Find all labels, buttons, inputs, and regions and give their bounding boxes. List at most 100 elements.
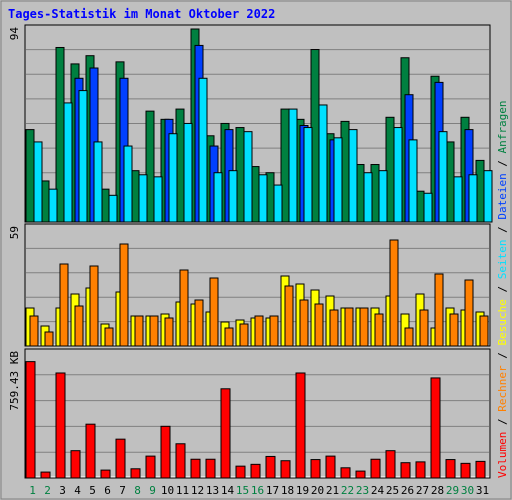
day-label-25: 25 — [386, 484, 399, 497]
day-label-18: 18 — [281, 484, 294, 497]
panel-requests-files-pages — [24, 24, 493, 223]
bar-seiten-day-19 — [303, 127, 313, 223]
bar-rechner-day-21 — [329, 309, 339, 347]
legend-segment: Anfragen — [496, 100, 509, 153]
legend-segment: Volumen — [496, 432, 509, 478]
day-label-14: 14 — [221, 484, 235, 497]
bar-rechner-day-16 — [254, 315, 264, 347]
scale-label-middle: 59 — [8, 226, 21, 239]
bar-seiten-day-30 — [468, 174, 478, 223]
bar-seiten-day-13 — [213, 172, 223, 223]
bar-seiten-day-7 — [123, 145, 133, 223]
bar-seiten-day-12 — [198, 77, 208, 223]
day-label-6: 6 — [104, 484, 111, 497]
day-label-26: 26 — [401, 484, 414, 497]
day-label-11: 11 — [176, 484, 189, 497]
bar-rechner-day-30 — [464, 279, 474, 347]
bar-volumen-day-14 — [220, 388, 231, 479]
bar-seiten-day-26 — [408, 139, 418, 223]
day-label-24: 24 — [371, 484, 385, 497]
bar-volumen-day-9 — [145, 455, 156, 479]
bar-seiten-day-10 — [168, 133, 178, 223]
scale-label-top: 94 — [8, 27, 21, 41]
day-label-28: 28 — [431, 484, 444, 497]
day-label-27: 27 — [416, 484, 429, 497]
panel-visits-hosts — [24, 223, 491, 347]
legend-segment: Besuche — [496, 299, 509, 345]
day-label-31: 31 — [476, 484, 489, 497]
bar-rechner-day-4 — [74, 305, 84, 347]
right-axis-legend: Volumen / Rechner / Besuche / Seiten / D… — [496, 100, 509, 478]
bar-rechner-day-22 — [344, 307, 354, 347]
bar-volumen-day-28 — [430, 377, 441, 479]
bar-volumen-day-20 — [310, 459, 321, 479]
bar-volumen-day-29 — [445, 459, 456, 479]
bar-seiten-day-27 — [423, 192, 433, 223]
chart-title: Tages-Statistik im Monat Oktober 2022 — [8, 7, 275, 21]
bar-rechner-day-24 — [374, 313, 384, 347]
bar-rechner-day-27 — [419, 309, 429, 347]
legend-segment: / — [496, 346, 509, 366]
bar-rechner-day-6 — [104, 327, 114, 347]
bar-rechner-day-20 — [314, 303, 324, 347]
day-label-5: 5 — [89, 484, 96, 497]
bar-rechner-day-8 — [134, 315, 144, 347]
bar-rechner-day-29 — [449, 313, 459, 347]
bar-volumen-day-10 — [160, 425, 171, 479]
day-label-17: 17 — [266, 484, 279, 497]
bar-seiten-day-8 — [138, 174, 148, 223]
bar-volumen-day-1 — [25, 361, 36, 479]
bar-volumen-day-13 — [205, 458, 216, 479]
bar-volumen-day-12 — [190, 458, 201, 479]
bar-volumen-day-4 — [70, 450, 81, 479]
scale-label-bottom: 759.43 KB — [8, 351, 21, 411]
day-label-9: 9 — [149, 484, 156, 497]
bar-rechner-day-25 — [389, 239, 399, 347]
day-label-16: 16 — [251, 484, 264, 497]
day-label-19: 19 — [296, 484, 309, 497]
bar-volumen-day-17 — [265, 455, 276, 479]
bar-rechner-day-18 — [284, 285, 294, 347]
day-label-2: 2 — [44, 484, 51, 497]
bar-rechner-day-14 — [224, 327, 234, 347]
bar-volumen-day-21 — [325, 455, 336, 479]
day-label-15: 15 — [236, 484, 249, 497]
bar-volumen-day-26 — [400, 462, 411, 479]
bar-seiten-day-21 — [333, 137, 343, 223]
day-label-7: 7 — [119, 484, 126, 497]
day-label-3: 3 — [59, 484, 66, 497]
bar-rechner-day-5 — [89, 265, 99, 347]
bar-rechner-day-11 — [179, 269, 189, 347]
day-label-22: 22 — [341, 484, 354, 497]
bar-anfragen-day-1 — [25, 129, 35, 223]
bar-anfragen-day-9 — [145, 110, 155, 223]
legend-segment: Rechner — [496, 365, 509, 412]
bar-rechner-day-2 — [44, 331, 54, 347]
day-labels: 1 2 3 4 5 6 7 8 9 10 11 12 13 14 15 16 17 18 19 20 21 22 23 24 2… — [29, 484, 489, 497]
legend-segment: Seiten — [496, 240, 509, 280]
bar-seiten-day-6 — [108, 194, 118, 223]
bar-volumen-day-19 — [295, 372, 306, 479]
panel-frame — [24, 348, 491, 479]
bar-rechner-day-13 — [209, 277, 219, 347]
bar-volumen-day-11 — [175, 443, 186, 479]
bar-rechner-day-19 — [299, 299, 309, 347]
bar-rechner-day-12 — [194, 299, 204, 347]
panel-volume — [24, 348, 491, 479]
bar-rechner-day-10 — [164, 317, 174, 347]
bar-seiten-day-23 — [363, 172, 373, 223]
legend-segment: / — [496, 153, 509, 173]
bar-rechner-day-1 — [29, 315, 39, 347]
bar-volumen-day-25 — [385, 450, 396, 479]
bar-rechner-day-7 — [119, 243, 129, 347]
legend-segment: / — [496, 220, 509, 240]
day-label-13: 13 — [206, 484, 219, 497]
legend-segment: / — [496, 412, 509, 432]
bar-rechner-day-17 — [269, 315, 279, 347]
day-label-4: 4 — [74, 484, 81, 497]
day-label-29: 29 — [446, 484, 459, 497]
bar-volumen-day-6 — [100, 469, 111, 479]
bar-seiten-day-17 — [273, 184, 283, 223]
bar-rechner-day-15 — [239, 323, 249, 347]
